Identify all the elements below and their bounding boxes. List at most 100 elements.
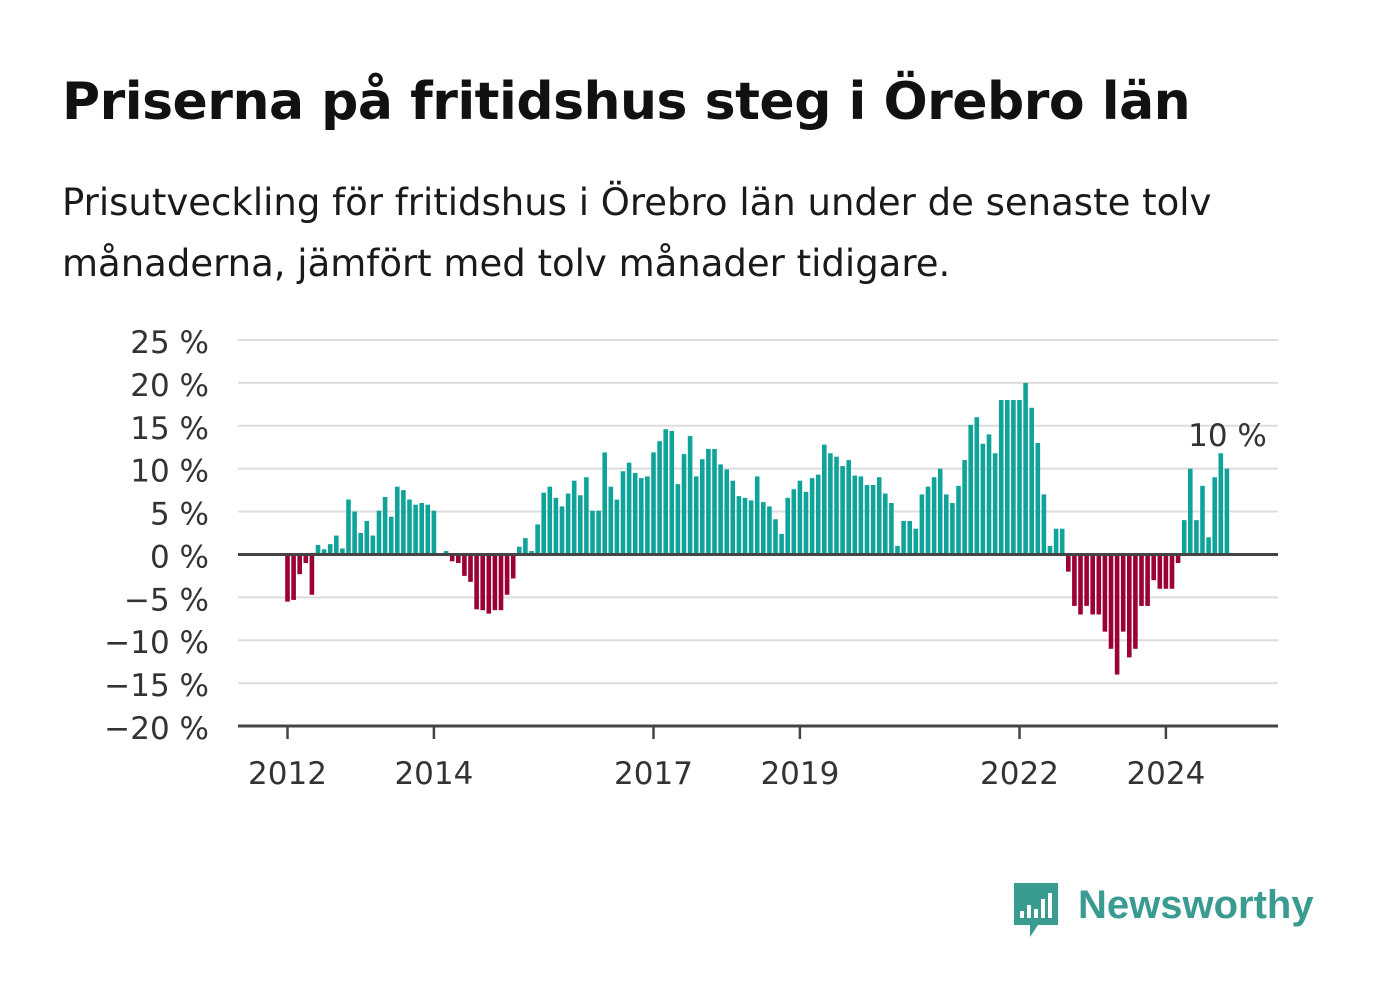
bar	[364, 520, 370, 555]
bar	[334, 535, 339, 555]
bar	[791, 489, 797, 555]
bar	[462, 554, 467, 576]
bar	[449, 554, 455, 562]
bar	[797, 480, 803, 555]
bar	[925, 486, 931, 555]
newsworthy-logo: Newsworthy	[1012, 880, 1314, 940]
bar	[571, 480, 577, 555]
bar	[950, 502, 955, 555]
bar	[706, 448, 711, 555]
bar	[931, 477, 937, 555]
bar	[736, 496, 742, 555]
bar	[1145, 554, 1150, 606]
bar	[968, 424, 973, 555]
bar	[413, 504, 418, 555]
bars	[285, 382, 1230, 675]
bar	[352, 511, 357, 555]
x-tick-label: 2019	[760, 756, 839, 792]
bar	[883, 493, 888, 555]
bar	[962, 460, 967, 555]
bar	[761, 502, 766, 555]
bar	[1157, 554, 1163, 589]
bar	[303, 554, 309, 564]
bar	[846, 460, 851, 555]
bar	[1084, 554, 1089, 606]
bar	[669, 430, 675, 555]
bar	[840, 466, 845, 555]
bar	[889, 502, 894, 555]
bar	[1102, 554, 1108, 632]
bar	[693, 476, 699, 555]
x-tick-label: 2022	[980, 756, 1059, 792]
bar	[712, 448, 717, 555]
bar	[492, 554, 498, 611]
bar	[291, 554, 296, 600]
bar	[1066, 554, 1071, 572]
bar	[864, 484, 870, 555]
bar	[620, 471, 626, 555]
bar	[742, 497, 748, 555]
bar	[1023, 382, 1028, 555]
bar	[523, 538, 528, 555]
bar	[596, 510, 601, 555]
bar	[1139, 554, 1144, 606]
bar	[340, 548, 345, 555]
bar	[498, 554, 504, 611]
bar	[321, 549, 327, 555]
last-value-label: 10 %	[1188, 418, 1267, 454]
bar	[1206, 537, 1211, 555]
bar	[901, 520, 906, 555]
bar	[553, 497, 559, 555]
bar	[657, 441, 662, 555]
y-tick-label: −5 %	[124, 582, 209, 618]
bar	[944, 494, 949, 555]
bar	[645, 476, 650, 555]
chart-title: Priserna på fritidshus steg i Örebro län	[62, 72, 1191, 132]
bar	[614, 499, 620, 555]
bar	[395, 486, 400, 555]
y-axis-tick-labels: 25 % 20 % 15 % 10 % 5 % 0 % −5 % −10 % −15 % −20 …	[104, 325, 209, 747]
bar	[547, 486, 553, 555]
bar	[1133, 554, 1138, 649]
y-tick-label: −15 %	[104, 668, 209, 704]
bar	[602, 452, 607, 555]
bar	[700, 459, 705, 555]
bar	[401, 490, 406, 555]
bar	[803, 491, 809, 555]
bar	[822, 444, 827, 555]
bar	[773, 519, 778, 555]
bar	[559, 506, 565, 555]
bar	[1005, 400, 1010, 555]
bar	[1224, 468, 1230, 555]
bar	[1212, 477, 1217, 555]
bar	[1072, 554, 1077, 606]
bar	[895, 545, 900, 555]
bar	[1169, 554, 1175, 589]
bar	[407, 499, 412, 555]
bar	[724, 469, 729, 555]
axes	[238, 552, 1278, 739]
brand-name: Newsworthy	[1078, 882, 1314, 927]
annotations: 10 %	[1188, 418, 1267, 454]
bar	[584, 477, 589, 555]
bar	[504, 554, 510, 595]
bar	[809, 478, 815, 555]
bar	[687, 436, 693, 555]
bar	[651, 452, 656, 555]
bar	[608, 486, 614, 555]
bar	[285, 554, 290, 602]
bar	[815, 474, 821, 555]
bar	[1181, 520, 1187, 555]
bar	[1200, 485, 1205, 555]
bar	[1096, 554, 1102, 615]
bar	[913, 528, 919, 555]
bar	[565, 493, 571, 555]
bar	[907, 520, 912, 555]
x-tick-label: 2012	[248, 756, 327, 792]
bar	[1053, 528, 1059, 555]
bar	[626, 462, 632, 555]
bar	[992, 453, 998, 555]
bar	[327, 544, 333, 555]
bar	[388, 516, 394, 555]
newsworthy-bar-chart-icon	[1014, 883, 1058, 937]
